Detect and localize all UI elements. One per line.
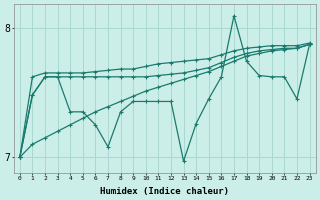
X-axis label: Humidex (Indice chaleur): Humidex (Indice chaleur): [100, 187, 229, 196]
